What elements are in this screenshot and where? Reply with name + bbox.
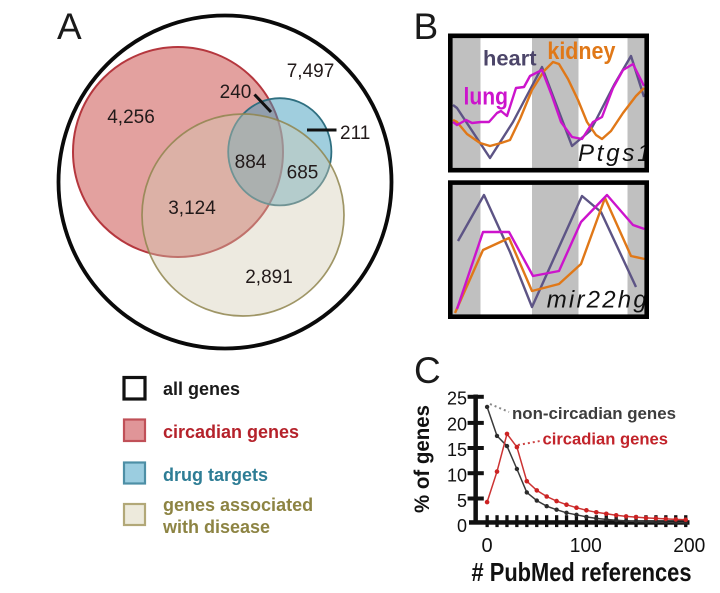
svg-text:genes associated: genes associated [163, 495, 313, 515]
svg-text:3,124: 3,124 [168, 198, 216, 219]
svg-text:10: 10 [447, 466, 467, 486]
svg-text:circadian genes: circadian genes [163, 422, 299, 442]
svg-text:0: 0 [457, 516, 467, 536]
svg-text:all genes: all genes [163, 379, 240, 399]
svg-text:100: 100 [570, 535, 602, 557]
svg-text:# PubMed references: # PubMed references [472, 557, 692, 587]
svg-text:non-circadian genes: non-circadian genes [512, 404, 676, 423]
svg-text:with disease: with disease [162, 517, 270, 537]
svg-text:25: 25 [447, 388, 467, 408]
svg-text:200: 200 [673, 535, 705, 557]
svg-text:heart: heart [483, 47, 537, 70]
svg-text:drug targets: drug targets [163, 465, 268, 485]
svg-text:7,497: 7,497 [287, 61, 335, 82]
svg-text:211: 211 [340, 123, 370, 144]
svg-text:C: C [414, 350, 441, 391]
svg-text:% of genes: % of genes [411, 405, 434, 513]
svg-text:5: 5 [457, 491, 467, 511]
svg-text:884: 884 [235, 152, 267, 173]
svg-text:kidney: kidney [547, 38, 616, 65]
svg-text:4,256: 4,256 [107, 107, 155, 128]
svg-text:B: B [414, 6, 439, 47]
svg-text:A: A [57, 6, 82, 47]
svg-text:mir22hg: mir22hg [547, 287, 648, 314]
svg-text:15: 15 [447, 440, 467, 460]
svg-text:20: 20 [447, 415, 467, 435]
svg-text:240: 240 [220, 82, 252, 103]
svg-text:circadian genes: circadian genes [543, 430, 669, 449]
svg-text:685: 685 [287, 163, 319, 184]
svg-text:lung: lung [464, 84, 509, 111]
svg-text:2,891: 2,891 [245, 267, 293, 288]
svg-text:Ptgs1: Ptgs1 [578, 140, 651, 167]
svg-text:0: 0 [481, 535, 492, 557]
